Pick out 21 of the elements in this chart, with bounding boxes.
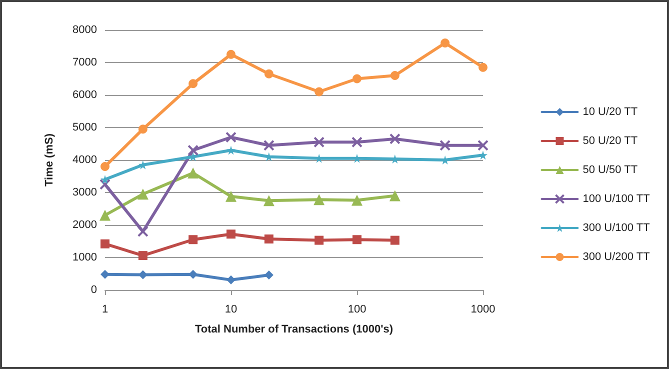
y-tick-label: 1000: [72, 252, 97, 264]
legend-label: 50 U/50 TT: [582, 164, 638, 176]
legend-label: 50 U/20 TT: [582, 135, 638, 147]
y-axis-title: Time (mS): [44, 133, 56, 186]
legend-label: 10 U/20 TT: [582, 106, 638, 118]
y-tick-label: 5000: [72, 122, 97, 134]
y-tick-label: 6000: [72, 89, 97, 101]
y-tick-label: 8000: [72, 24, 97, 36]
x-tick-label: 100: [348, 304, 366, 316]
x-tick-label: 1000: [470, 304, 496, 316]
y-tick-label: 4000: [72, 154, 97, 166]
x-tick-label: 1: [102, 304, 108, 316]
legend-label: 300 U/200 TT: [582, 251, 650, 263]
y-tick-label: 7000: [72, 56, 97, 68]
legend-label: 300 U/100 TT: [582, 222, 650, 234]
y-tick-label: 2000: [72, 219, 97, 231]
x-tick-label: 10: [224, 304, 238, 316]
x-axis-title: Total Number of Transactions (1000's): [194, 324, 394, 336]
y-tick-label: 0: [90, 284, 97, 296]
legend-label: 100 U/100 TT: [582, 193, 650, 205]
y-tick-label: 3000: [72, 186, 97, 198]
